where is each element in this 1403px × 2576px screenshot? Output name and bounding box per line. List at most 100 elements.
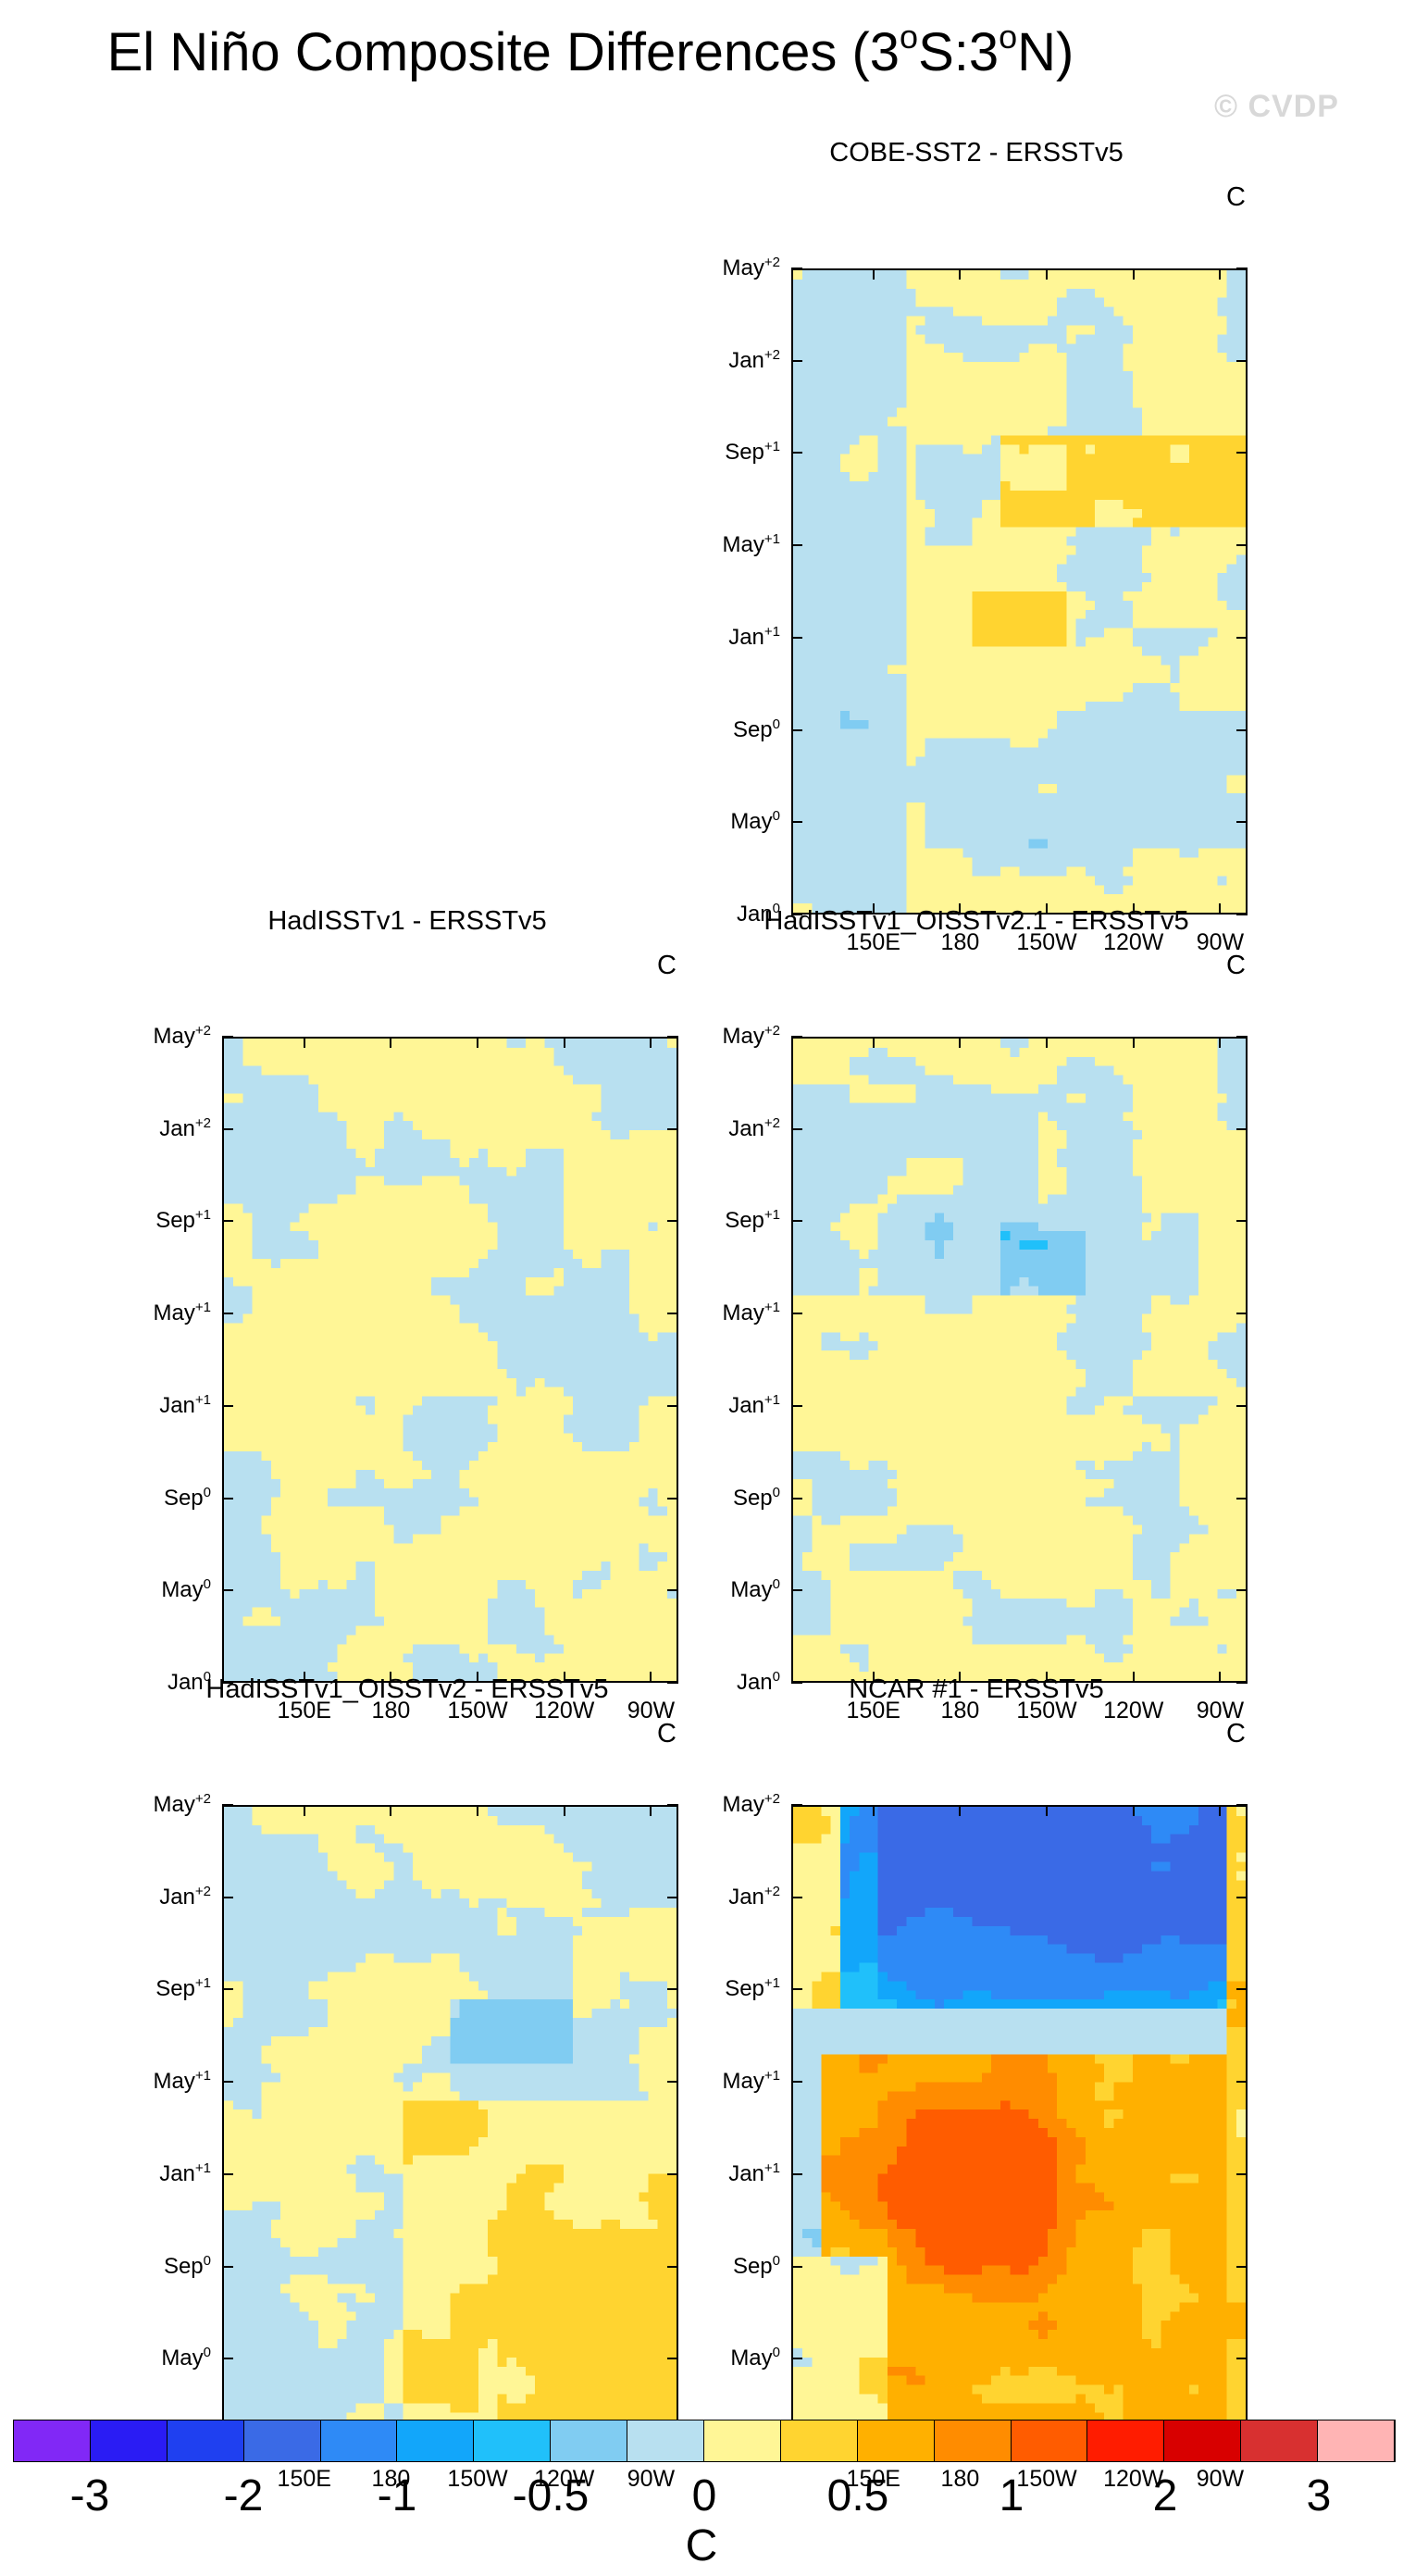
heatmap-cell [897,554,907,565]
heatmap-cell [859,371,870,381]
heatmap-cell [1028,481,1039,492]
heatmap-cell [666,1286,677,1297]
heatmap-cell [459,1313,470,1324]
heatmap-cell [821,297,832,308]
heatmap-cell [582,1039,592,1049]
heatmap-cell [943,839,954,850]
heatmap-cell [839,554,850,565]
heatmap-cell [1095,811,1105,822]
heatmap-cell [629,1065,639,1076]
heatmap-cell [877,270,888,280]
heatmap-cell [1057,710,1068,721]
heatmap-cell [280,1240,291,1251]
heatmap-cell [990,582,1001,592]
heatmap-cell [1028,564,1039,574]
heatmap-cell [1048,371,1058,381]
heatmap-cell [830,775,841,785]
heatmap-cell [619,1148,630,1159]
heatmap-cell [962,609,974,620]
heatmap-cell [526,1313,536,1324]
heatmap-cell [252,1047,263,1058]
heatmap-cell [1028,582,1039,592]
heatmap-cell [1037,463,1049,473]
heatmap-cell [915,848,926,859]
heatmap-cell [639,1258,650,1269]
heatmap-cell [328,1112,338,1122]
heatmap-cell [610,1222,621,1232]
heatmap-cell [1037,618,1049,629]
heatmap-cell [365,1148,376,1159]
heatmap-cell [1151,398,1161,409]
heatmap-cell [990,692,1001,703]
heatmap-cell [897,600,907,611]
heatmap-cell [1057,353,1068,363]
heatmap-cell [850,820,860,831]
heatmap-cell [877,609,888,620]
heatmap-cell [337,1185,348,1196]
y-tick-mark [1236,268,1248,269]
heatmap-cell [553,1194,565,1205]
heatmap-cell [812,362,823,372]
heatmap-cell [1028,829,1039,840]
heatmap-cell [972,784,983,794]
heatmap-cell [629,1056,639,1067]
heatmap-cell [812,353,823,363]
heatmap-cell [252,1166,263,1177]
heatmap-cell [657,1295,668,1306]
heatmap-cell [1000,683,1011,693]
heatmap-cell [252,1084,263,1095]
heatmap-cell [355,1276,366,1288]
heatmap-cell [906,655,917,666]
heatmap-cell [1048,665,1058,675]
heatmap-cell [943,876,954,886]
heatmap-cell [859,738,870,749]
heatmap-cell [441,1231,452,1241]
heatmap-cell [431,1213,441,1223]
heatmap-cell [1019,536,1030,547]
heatmap-cell [601,1084,612,1095]
heatmap-cell [610,1084,621,1095]
heatmap-cell [802,683,813,693]
heatmap-cell [393,1157,404,1168]
heatmap-cell [972,665,983,675]
heatmap-cell [1104,389,1114,400]
heatmap-cell [1085,389,1096,400]
heatmap-cell [526,1139,536,1150]
heatmap-cell [1198,848,1209,859]
heatmap-cell [1208,665,1219,675]
heatmap-cell [1151,903,1161,913]
heatmap-cell [270,1093,281,1103]
heatmap-cell [972,848,983,859]
heatmap-cell [1048,848,1058,859]
heatmap-cell [897,517,907,529]
heatmap-cell [1188,857,1199,868]
heatmap-cell [972,463,983,473]
heatmap-cell [1113,885,1124,895]
heatmap-cell [441,1157,452,1168]
heatmap-cell [1048,288,1058,299]
heatmap-cell [830,463,841,473]
heatmap-cell [1179,481,1190,492]
heatmap-cell [1010,820,1021,831]
heatmap-cell [1066,829,1077,840]
heatmap-cell [953,600,963,611]
heatmap-cell [526,1267,536,1278]
heatmap-cell [972,389,983,400]
heatmap-cell [1151,784,1161,794]
heatmap-cell [1235,857,1246,868]
heatmap-cell [1057,444,1068,454]
heatmap-cell [1151,417,1161,428]
heatmap-cell [906,866,917,877]
y-tick-mark [791,728,802,731]
heatmap-cell [1037,646,1049,656]
heatmap-cell [925,747,936,758]
heatmap-cell [1000,728,1011,740]
heatmap-cell [1188,820,1199,831]
heatmap-cell [915,655,926,666]
heatmap-cell [1113,811,1124,822]
heatmap-cell [1104,857,1114,868]
heatmap-cell [1010,536,1021,547]
heatmap-cell [563,1075,574,1086]
heatmap-cell [506,1304,517,1315]
heatmap-cell [953,316,963,327]
